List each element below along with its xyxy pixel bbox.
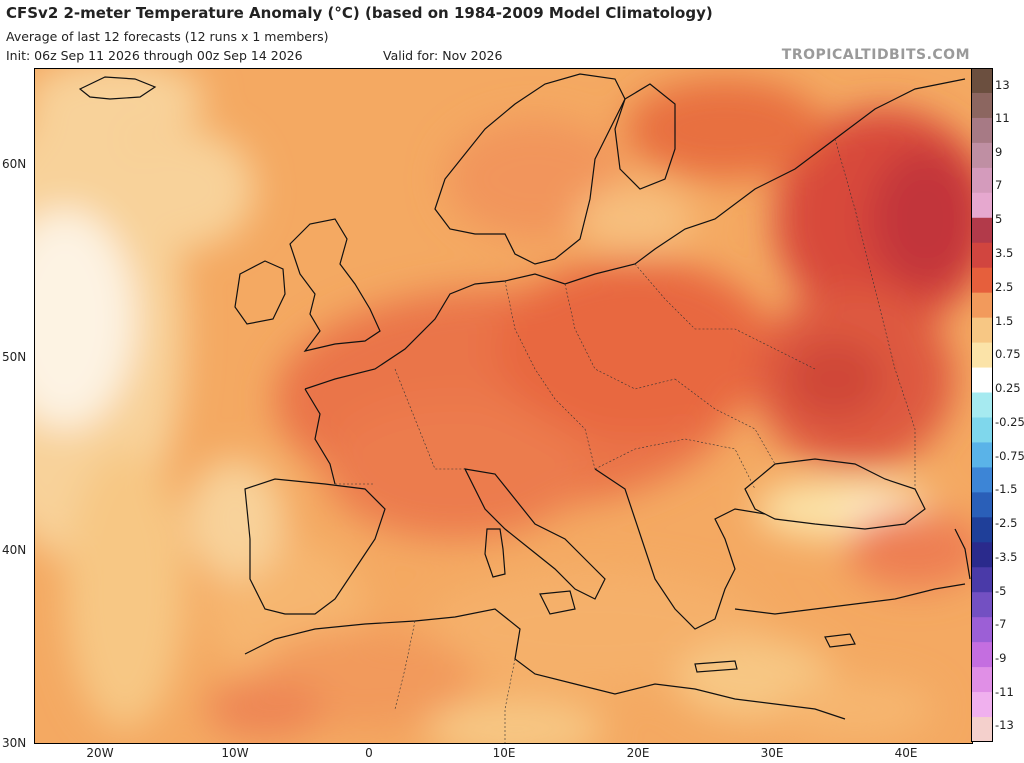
colorbar-label: -2.5 — [995, 516, 1018, 530]
colorbar-swatch — [971, 317, 993, 344]
map-canvas — [35, 69, 972, 743]
colorbar-swatch — [971, 667, 993, 693]
colorbar-swatch — [971, 142, 993, 169]
lat-label: 40N — [2, 543, 27, 557]
valid-text: Valid for: Nov 2026 — [383, 48, 503, 63]
lon-label: 40E — [894, 746, 918, 760]
colorbar-swatch — [971, 467, 993, 493]
colorbar-swatch — [971, 192, 993, 219]
colorbar-label: 13 — [995, 78, 1010, 92]
colorbar-label: -0.25 — [995, 415, 1024, 429]
colorbar-label: -9 — [995, 651, 1007, 665]
colorbar — [971, 68, 993, 742]
colorbar-swatch — [971, 242, 993, 269]
lat-label: 50N — [2, 350, 27, 364]
anomaly-shading — [35, 69, 972, 743]
lat-label: 30N — [2, 736, 27, 750]
borders — [335, 138, 916, 743]
colorbar-label: 3.5 — [995, 246, 1014, 260]
colorbar-swatch — [971, 417, 993, 443]
colorbar-swatch — [971, 217, 993, 244]
lon-label: 0 — [365, 746, 373, 760]
colorbar-label: 0.25 — [995, 381, 1021, 395]
colorbar-swatch — [971, 442, 993, 468]
colorbar-swatch — [971, 617, 993, 643]
colorbar-swatch — [971, 117, 993, 144]
colorbar-label: -11 — [995, 685, 1014, 699]
brand-watermark: TROPICALTIDBITS.COM — [781, 47, 970, 63]
colorbar-label: -3.5 — [995, 550, 1018, 564]
lon-label: 20W — [86, 746, 114, 760]
lon-label: 10E — [492, 746, 516, 760]
colorbar-swatch — [971, 567, 993, 593]
map-subtitle: Average of last 12 forecasts (12 runs x … — [6, 29, 329, 44]
colorbar-label: -1.5 — [995, 482, 1018, 496]
colorbar-swatch — [971, 342, 993, 369]
colorbar-swatch — [971, 692, 993, 718]
coastlines — [78, 73, 971, 720]
colorbar-swatch — [971, 592, 993, 618]
map-title: CFSv2 2-meter Temperature Anomaly (°C) (… — [6, 4, 713, 22]
colorbar-swatch — [971, 542, 993, 568]
lon-label: 20E — [626, 746, 650, 760]
colorbar-swatch — [971, 267, 993, 294]
lon-label: 10W — [221, 746, 249, 760]
colorbar-label: 11 — [995, 111, 1010, 125]
colorbar-swatch — [971, 642, 993, 668]
colorbar-label: 9 — [995, 145, 1003, 159]
colorbar-frame — [971, 68, 993, 742]
colorbar-label: -5 — [995, 584, 1007, 598]
colorbar-swatch — [971, 367, 993, 394]
lon-label: 30E — [760, 746, 784, 760]
lat-label: 60N — [2, 157, 27, 171]
colorbar-label: 1.5 — [995, 314, 1014, 328]
colorbar-swatch — [971, 492, 993, 518]
colorbar-label: -7 — [995, 617, 1007, 631]
colorbar-label: -0.75 — [995, 449, 1024, 463]
colorbar-label: 7 — [995, 178, 1003, 192]
colorbar-swatch — [971, 717, 993, 742]
colorbar-swatch — [971, 167, 993, 194]
colorbar-label: 0.75 — [995, 347, 1021, 361]
colorbar-label: 2.5 — [995, 280, 1014, 294]
colorbar-swatch — [971, 92, 993, 119]
init-text: Init: 06z Sep 11 2026 through 00z Sep 14… — [6, 48, 303, 63]
colorbar-label: -13 — [995, 718, 1014, 732]
colorbar-swatch — [971, 517, 993, 543]
colorbar-swatch — [971, 292, 993, 319]
colorbar-label: 5 — [995, 212, 1003, 226]
colorbar-swatch — [971, 68, 993, 94]
colorbar-swatch — [971, 392, 993, 418]
anomaly-map — [34, 68, 973, 744]
